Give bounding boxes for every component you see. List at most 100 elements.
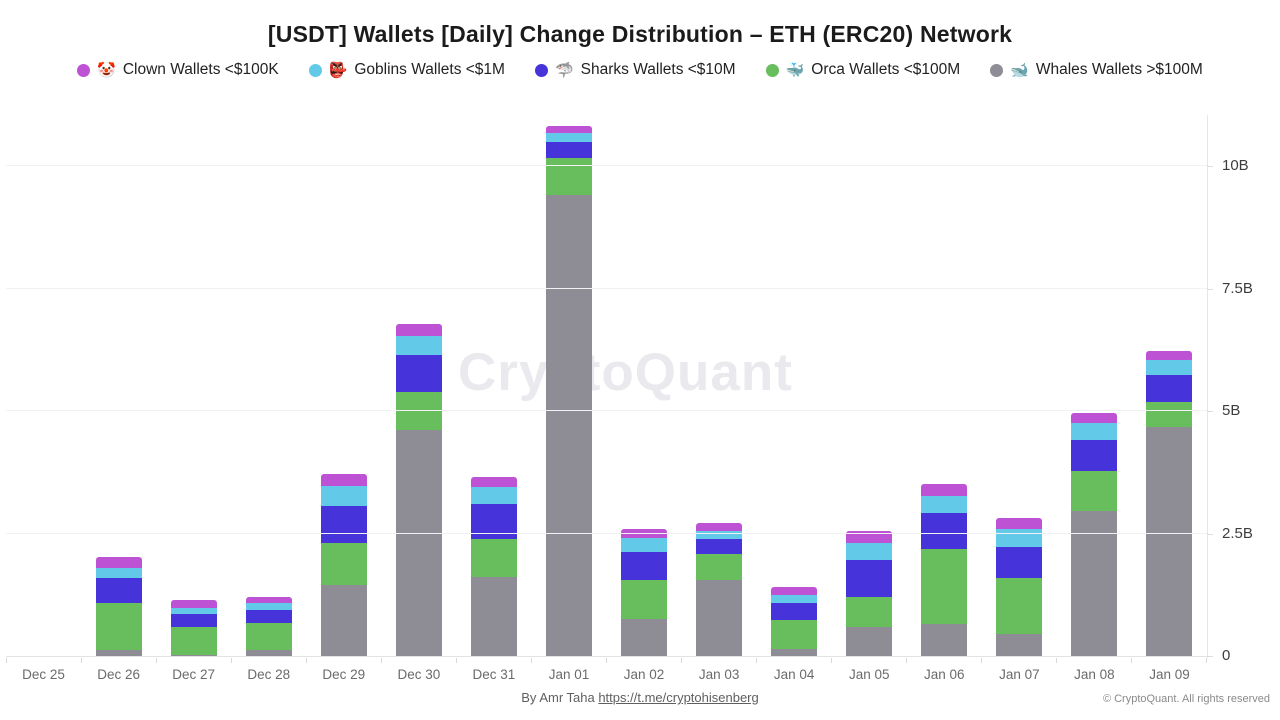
segment-orca[interactable] bbox=[545, 157, 592, 196]
segment-sharks[interactable] bbox=[95, 578, 142, 604]
legend-item-1[interactable]: 🤡 Clown Wallets <$100K bbox=[77, 61, 279, 79]
segment-orca[interactable] bbox=[846, 597, 893, 628]
segment-clown[interactable] bbox=[1146, 350, 1193, 361]
segment-whales[interactable] bbox=[621, 618, 668, 656]
segment-sharks[interactable] bbox=[1071, 439, 1118, 472]
segment-whales[interactable] bbox=[996, 634, 1043, 656]
segment-sharks[interactable] bbox=[245, 610, 292, 624]
stacked-bar-jan-09[interactable] bbox=[1146, 350, 1193, 656]
segment-orca[interactable] bbox=[245, 623, 292, 651]
segment-orca[interactable] bbox=[621, 579, 668, 619]
segment-orca[interactable] bbox=[320, 543, 367, 585]
segment-whales[interactable] bbox=[395, 429, 442, 656]
segment-clown[interactable] bbox=[395, 324, 442, 336]
segment-whales[interactable] bbox=[470, 576, 517, 656]
segment-orca[interactable] bbox=[921, 548, 968, 625]
segment-sharks[interactable] bbox=[846, 560, 893, 598]
segment-goblins[interactable] bbox=[921, 496, 968, 514]
segment-goblins[interactable] bbox=[320, 485, 367, 507]
stacked-bar-jan-01[interactable] bbox=[545, 125, 592, 656]
segment-clown[interactable] bbox=[170, 600, 217, 609]
segment-goblins[interactable] bbox=[170, 608, 217, 614]
segment-clown[interactable] bbox=[245, 596, 292, 603]
stacked-bar-dec-30[interactable] bbox=[395, 324, 442, 656]
y-axis-label-0: 0 bbox=[1222, 647, 1231, 664]
segment-goblins[interactable] bbox=[1146, 360, 1193, 376]
stacked-bar-dec-26[interactable] bbox=[95, 557, 142, 656]
segment-goblins[interactable] bbox=[95, 568, 142, 579]
segment-goblins[interactable] bbox=[846, 543, 893, 561]
segment-whales[interactable] bbox=[921, 624, 968, 656]
segment-clown[interactable] bbox=[846, 530, 893, 544]
segment-sharks[interactable] bbox=[470, 503, 517, 539]
segment-whales[interactable] bbox=[545, 195, 592, 656]
segment-whales[interactable] bbox=[846, 627, 893, 656]
segment-goblins[interactable] bbox=[1071, 423, 1118, 440]
stacked-bar-dec-28[interactable] bbox=[245, 596, 292, 656]
segment-orca[interactable] bbox=[470, 538, 517, 577]
legend-item-2[interactable]: 👺 Goblins Wallets <$1M bbox=[308, 61, 505, 79]
stacked-bar-jan-08[interactable] bbox=[1071, 413, 1118, 656]
segment-sharks[interactable] bbox=[170, 613, 217, 628]
stacked-bar-jan-04[interactable] bbox=[771, 587, 818, 656]
x-tick-cell bbox=[82, 658, 157, 663]
telegram-link[interactable]: https://t.me/cryptohisenberg bbox=[598, 690, 759, 705]
segment-sharks[interactable] bbox=[696, 539, 743, 554]
stacked-bar-jan-07[interactable] bbox=[996, 517, 1043, 656]
segment-orca[interactable] bbox=[395, 392, 442, 430]
segment-goblins[interactable] bbox=[696, 530, 743, 540]
segment-sharks[interactable] bbox=[545, 141, 592, 158]
segment-whales[interactable] bbox=[95, 649, 142, 656]
segment-clown[interactable] bbox=[771, 587, 818, 596]
stacked-bar-jan-02[interactable] bbox=[621, 528, 668, 656]
segment-clown[interactable] bbox=[545, 125, 592, 133]
segment-clown[interactable] bbox=[470, 476, 517, 487]
segment-whales[interactable] bbox=[771, 648, 818, 656]
segment-clown[interactable] bbox=[95, 557, 142, 569]
segment-clown[interactable] bbox=[996, 517, 1043, 529]
segment-clown[interactable] bbox=[320, 473, 367, 486]
stacked-bar-jan-06[interactable] bbox=[921, 483, 968, 656]
segment-orca[interactable] bbox=[95, 603, 142, 650]
segment-orca[interactable] bbox=[1146, 402, 1193, 427]
segment-goblins[interactable] bbox=[545, 132, 592, 142]
segment-orca[interactable] bbox=[771, 620, 818, 649]
segment-clown[interactable] bbox=[696, 522, 743, 531]
segment-sharks[interactable] bbox=[621, 552, 668, 580]
x-axis-label-dec-25: Dec 25 bbox=[22, 667, 65, 682]
segment-sharks[interactable] bbox=[1146, 375, 1193, 403]
shark-icon: 🦈 bbox=[554, 61, 574, 79]
segment-orca[interactable] bbox=[170, 627, 217, 655]
segment-whales[interactable] bbox=[1146, 426, 1193, 656]
segment-orca[interactable] bbox=[696, 553, 743, 580]
segment-whales[interactable] bbox=[1071, 511, 1118, 656]
legend-item-4[interactable]: 🐳 Orca Wallets <$100M bbox=[765, 61, 960, 79]
segment-clown[interactable] bbox=[1071, 413, 1118, 424]
stacked-bar-dec-31[interactable] bbox=[470, 476, 517, 656]
segment-sharks[interactable] bbox=[921, 513, 968, 549]
stacked-bar-dec-27[interactable] bbox=[170, 600, 217, 656]
segment-whales[interactable] bbox=[320, 584, 367, 656]
segment-goblins[interactable] bbox=[245, 602, 292, 611]
legend-item-3[interactable]: 🦈 Sharks Wallets <$10M bbox=[534, 61, 736, 79]
segment-goblins[interactable] bbox=[771, 595, 818, 604]
segment-whales[interactable] bbox=[170, 655, 217, 656]
segment-orca[interactable] bbox=[996, 577, 1043, 635]
segment-goblins[interactable] bbox=[996, 528, 1043, 547]
segment-sharks[interactable] bbox=[771, 603, 818, 621]
segment-whales[interactable] bbox=[696, 579, 743, 656]
segment-whales[interactable] bbox=[245, 650, 292, 656]
stacked-bar-jan-03[interactable] bbox=[696, 522, 743, 656]
segment-orca[interactable] bbox=[1071, 471, 1118, 512]
legend-item-5[interactable]: 🐋 Whales Wallets >$100M bbox=[990, 61, 1203, 79]
segment-goblins[interactable] bbox=[621, 538, 668, 553]
bar-slot-dec-30 bbox=[381, 100, 456, 656]
segment-sharks[interactable] bbox=[395, 354, 442, 393]
segment-goblins[interactable] bbox=[470, 486, 517, 504]
stacked-bar-dec-29[interactable] bbox=[320, 473, 367, 656]
segment-goblins[interactable] bbox=[395, 335, 442, 355]
segment-clown[interactable] bbox=[921, 483, 968, 497]
segment-sharks[interactable] bbox=[996, 546, 1043, 578]
stacked-bar-jan-05[interactable] bbox=[846, 530, 893, 656]
segment-sharks[interactable] bbox=[320, 506, 367, 544]
